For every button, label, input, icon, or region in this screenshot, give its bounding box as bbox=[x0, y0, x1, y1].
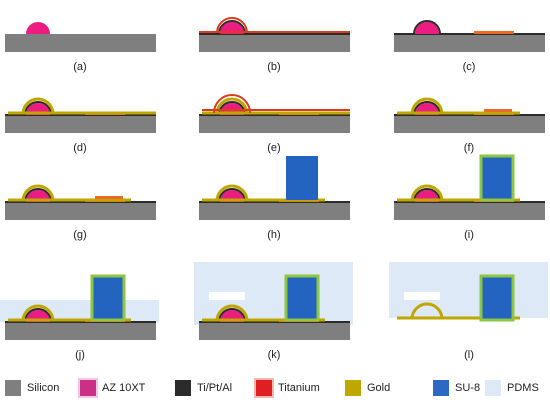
legend-swatch bbox=[175, 380, 191, 396]
tiptal-dome-coat bbox=[218, 20, 246, 35]
silicon-substrate bbox=[199, 322, 350, 340]
panel-label: (f) bbox=[463, 142, 475, 154]
titanium-dome-coat bbox=[216, 17, 248, 34]
legend-label: Silicon bbox=[27, 382, 60, 394]
tiptal-dome-coat bbox=[24, 101, 52, 116]
silicon-substrate bbox=[199, 202, 350, 220]
panel-label: (b) bbox=[267, 61, 281, 73]
silicon-substrate bbox=[5, 34, 156, 52]
titanium-mask-pad bbox=[95, 196, 123, 199]
legend-item: Gold bbox=[345, 378, 390, 398]
legend-swatch bbox=[345, 380, 361, 396]
gold-dome-coat bbox=[215, 97, 249, 115]
tiptal-dome-coat bbox=[413, 188, 441, 203]
silicon-substrate bbox=[394, 202, 545, 220]
panel-label: (h) bbox=[267, 229, 281, 241]
legend-item: SU-8 bbox=[433, 378, 480, 398]
legend-item: PDMS bbox=[485, 378, 539, 398]
silicon-substrate bbox=[394, 34, 545, 52]
legend-swatch bbox=[485, 380, 501, 396]
gold-dome-coat bbox=[410, 302, 444, 320]
tiptal-dome-coat bbox=[218, 188, 246, 203]
legend-item: Ti/Pt/Al bbox=[175, 378, 232, 398]
panel-label: (k) bbox=[267, 349, 281, 361]
az-sacrificial-dome bbox=[26, 22, 50, 34]
legend-swatch bbox=[433, 380, 449, 396]
su8-pillar bbox=[284, 274, 320, 322]
gold-dome-coat bbox=[21, 184, 55, 202]
silicon-substrate bbox=[199, 34, 350, 52]
legend-label: SU-8 bbox=[455, 382, 481, 394]
gold-dome-coat bbox=[215, 304, 249, 322]
titanium-pad bbox=[474, 31, 514, 34]
titanium-top-coat bbox=[213, 94, 251, 114]
silicon-substrate bbox=[199, 115, 350, 133]
gold-dome-coat bbox=[410, 184, 444, 202]
panel-label: (c) bbox=[462, 61, 476, 73]
tiptal-dome-coat bbox=[24, 188, 52, 203]
legend-label: PDMS bbox=[507, 382, 539, 394]
su8-pillar bbox=[479, 154, 515, 202]
silicon-substrate bbox=[5, 322, 156, 340]
gold-dome-coat bbox=[410, 97, 444, 115]
su8-pillar bbox=[90, 274, 126, 322]
panel-label: (a) bbox=[73, 61, 87, 73]
legend-label: Titanium bbox=[278, 382, 320, 394]
su8-pillar bbox=[286, 156, 318, 200]
tiptal-dome-coat bbox=[24, 308, 52, 323]
legend-swatch bbox=[80, 380, 96, 396]
panel-label: (j) bbox=[75, 349, 85, 361]
legend-label: Gold bbox=[367, 382, 391, 394]
silicon-substrate bbox=[5, 115, 156, 133]
panel-label: (l) bbox=[464, 349, 474, 361]
panel-label: (e) bbox=[267, 142, 281, 154]
gold-dome-coat bbox=[21, 97, 55, 115]
pdms-block bbox=[389, 262, 548, 318]
az-sacrificial-dome bbox=[415, 22, 439, 34]
legend-item: AZ 10XT bbox=[80, 378, 145, 398]
tiptal-dome-coat bbox=[413, 101, 441, 116]
su8-pillar bbox=[479, 274, 515, 322]
legend-label: AZ 10XT bbox=[102, 382, 146, 394]
gold-dome-coat bbox=[215, 184, 249, 202]
legend-label: Ti/Pt/Al bbox=[197, 382, 233, 394]
tiptal-dome-coat bbox=[413, 20, 441, 35]
panel-label: (i) bbox=[464, 229, 474, 241]
titanium-mask-pad bbox=[484, 109, 512, 112]
legend-item: Silicon bbox=[5, 378, 59, 398]
silicon-substrate bbox=[394, 115, 545, 133]
silicon-substrate bbox=[5, 202, 156, 220]
legend-item: Titanium bbox=[256, 378, 320, 398]
panel-label: (d) bbox=[73, 142, 87, 154]
gold-dome-coat bbox=[21, 304, 55, 322]
legend-swatch bbox=[5, 380, 21, 396]
panel-label: (g) bbox=[73, 229, 87, 241]
tiptal-dome-coat bbox=[218, 308, 246, 323]
legend-swatch bbox=[256, 380, 272, 396]
